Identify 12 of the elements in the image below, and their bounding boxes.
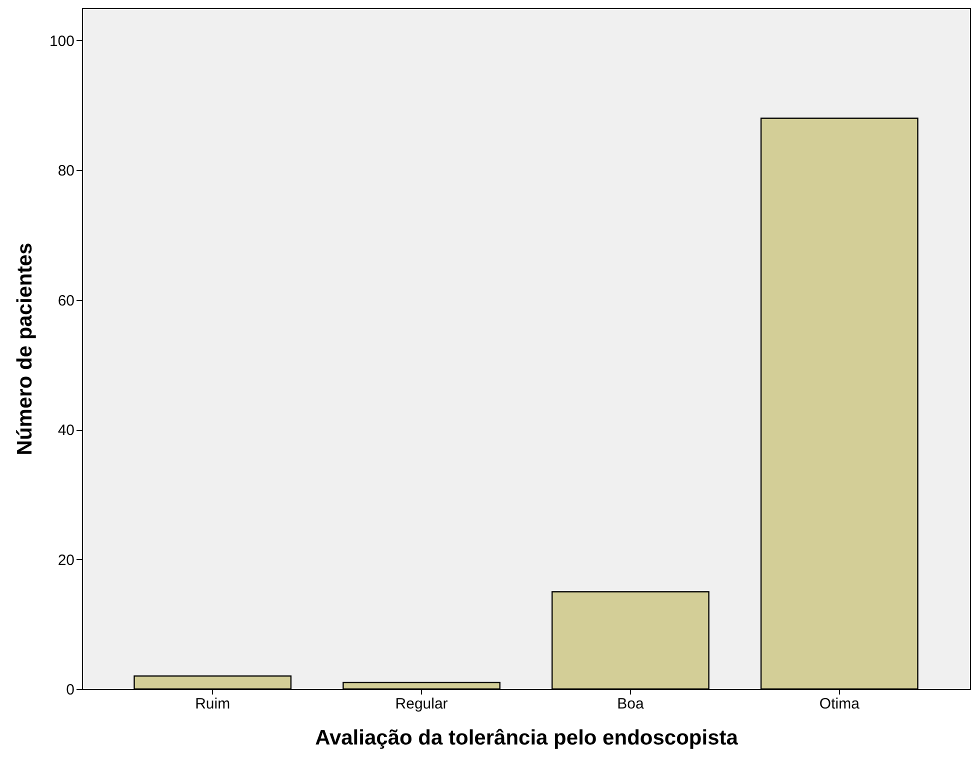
- y-tick-label: 80: [58, 162, 74, 180]
- y-axis-title: Número de pacientes: [13, 242, 36, 456]
- y-tick-label: 100: [49, 32, 74, 50]
- x-axis-title: Avaliação da tolerância pelo endoscopista: [315, 726, 738, 750]
- x-tick-label: Regular: [395, 696, 448, 712]
- x-tick-label: Boa: [617, 696, 644, 712]
- y-tick-label: 20: [58, 552, 74, 569]
- x-tick-label: Otima: [819, 696, 860, 712]
- x-tick-label: Ruim: [195, 696, 230, 712]
- y-tick-label: 0: [66, 682, 74, 698]
- y-tick-label: 40: [58, 422, 74, 440]
- y-tick-label: 60: [58, 292, 74, 310]
